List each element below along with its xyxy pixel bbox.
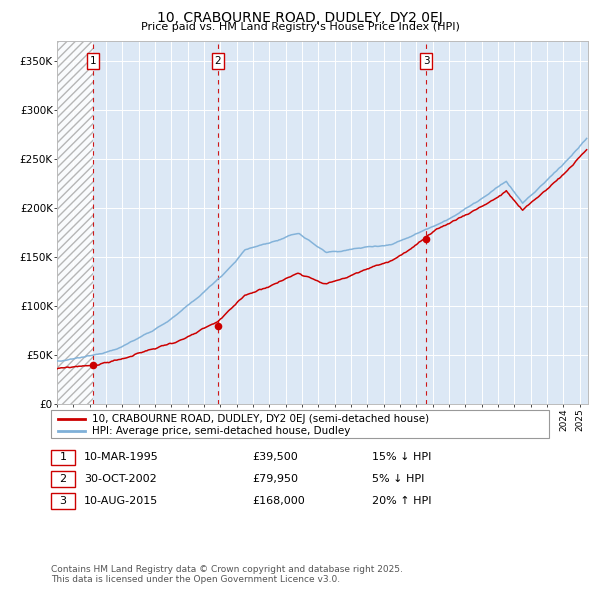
Bar: [55, 41, 93, 404]
Text: 10, CRABOURNE ROAD, DUDLEY, DY2 0EJ: 10, CRABOURNE ROAD, DUDLEY, DY2 0EJ: [157, 11, 443, 25]
Text: 2: 2: [214, 56, 221, 66]
Text: £39,500: £39,500: [252, 453, 298, 462]
Text: 10-AUG-2015: 10-AUG-2015: [84, 496, 158, 506]
Text: 3: 3: [59, 496, 67, 506]
Text: 1: 1: [89, 56, 96, 66]
Text: £79,950: £79,950: [252, 474, 298, 484]
Text: 15% ↓ HPI: 15% ↓ HPI: [372, 453, 431, 462]
Text: 30-OCT-2002: 30-OCT-2002: [84, 474, 157, 484]
Text: 20% ↑ HPI: 20% ↑ HPI: [372, 496, 431, 506]
Text: 10-MAR-1995: 10-MAR-1995: [84, 453, 159, 462]
Text: HPI: Average price, semi-detached house, Dudley: HPI: Average price, semi-detached house,…: [92, 426, 351, 435]
Text: Price paid vs. HM Land Registry's House Price Index (HPI): Price paid vs. HM Land Registry's House …: [140, 22, 460, 32]
Text: 1: 1: [59, 453, 67, 462]
Text: 10, CRABOURNE ROAD, DUDLEY, DY2 0EJ (semi-detached house): 10, CRABOURNE ROAD, DUDLEY, DY2 0EJ (sem…: [92, 414, 430, 424]
Text: 3: 3: [423, 56, 430, 66]
Text: 2: 2: [59, 474, 67, 484]
Text: Contains HM Land Registry data © Crown copyright and database right 2025.
This d: Contains HM Land Registry data © Crown c…: [51, 565, 403, 584]
Text: £168,000: £168,000: [252, 496, 305, 506]
Text: 5% ↓ HPI: 5% ↓ HPI: [372, 474, 424, 484]
